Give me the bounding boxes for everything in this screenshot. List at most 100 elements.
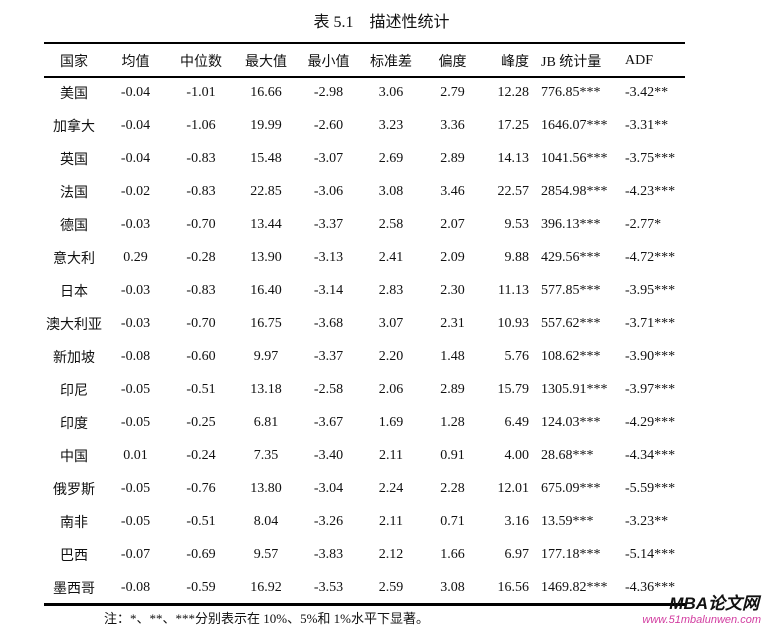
value-cell: -0.59 bbox=[186, 579, 216, 595]
value-cell: 16.40 bbox=[250, 282, 282, 298]
value-cell: 13.18 bbox=[250, 381, 282, 397]
value-cell: 10.93 bbox=[497, 315, 530, 331]
column-header: ADF bbox=[625, 52, 654, 68]
country-cell: 中国 bbox=[60, 449, 88, 465]
value-cell: 3.08 bbox=[440, 579, 465, 595]
value-cell: 2.06 bbox=[378, 381, 404, 397]
table-title: 描述性统计 bbox=[369, 14, 450, 31]
value-cell: -3.67 bbox=[313, 414, 344, 430]
watermark-logo: MBA论文网 bbox=[669, 594, 759, 613]
value-cell: 7.35 bbox=[253, 447, 279, 463]
value-cell: -0.05 bbox=[120, 414, 151, 430]
value-cell: -0.76 bbox=[186, 480, 216, 496]
value-cell: 577.85*** bbox=[541, 282, 601, 298]
country-cell: 新加坡 bbox=[53, 350, 95, 366]
value-cell: 1041.56*** bbox=[541, 150, 608, 166]
value-cell: -0.28 bbox=[186, 249, 216, 265]
value-cell: 6.49 bbox=[504, 414, 530, 430]
value-cell: 1.69 bbox=[378, 414, 404, 430]
table-row: 墨西哥 -0.08 -0.59 16.92 -3.53 2.59 3.08 16.56 1469… bbox=[44, 571, 685, 604]
value-cell: -4.36*** bbox=[625, 579, 676, 595]
value-cell: 108.62*** bbox=[541, 348, 601, 364]
value-cell: 2.07 bbox=[440, 216, 465, 232]
value-cell: 22.85 bbox=[250, 183, 282, 199]
value-cell: -2.58 bbox=[313, 381, 344, 397]
value-cell: -0.25 bbox=[186, 414, 216, 430]
value-cell: -0.51 bbox=[186, 381, 216, 397]
country-cell: 意大利 bbox=[53, 251, 95, 267]
table-row: 南非 -0.05 -0.51 8.04 -3.26 2.11 0.71 3.16 13.59**… bbox=[44, 505, 685, 538]
value-cell: -5.59*** bbox=[625, 480, 676, 496]
value-cell: -1.06 bbox=[186, 117, 216, 133]
value-cell: 557.62*** bbox=[541, 315, 601, 331]
value-cell: 5.76 bbox=[504, 348, 530, 364]
value-cell: -0.51 bbox=[186, 513, 216, 529]
value-cell: -0.83 bbox=[186, 183, 216, 199]
value-cell: 13.90 bbox=[250, 249, 282, 265]
value-cell: -2.98 bbox=[313, 84, 344, 100]
value-cell: 1469.82*** bbox=[541, 579, 608, 595]
value-cell: -3.42** bbox=[625, 84, 669, 100]
value-cell: 3.07 bbox=[378, 315, 404, 331]
value-cell: -3.75*** bbox=[625, 150, 676, 166]
value-cell: -3.68 bbox=[313, 315, 344, 331]
value-cell: 12.28 bbox=[497, 84, 530, 100]
value-cell: 2.24 bbox=[378, 480, 404, 496]
value-cell: 19.99 bbox=[250, 117, 282, 133]
country-cell: 法国 bbox=[60, 185, 88, 201]
column-header: 最大值 bbox=[245, 54, 287, 70]
value-cell: -4.34*** bbox=[625, 447, 676, 463]
value-cell: -1.01 bbox=[186, 84, 216, 100]
value-cell: 3.06 bbox=[378, 84, 404, 100]
table-row: 新加坡 -0.08 -0.60 9.97 -3.37 2.20 1.48 5.76 108.62… bbox=[44, 340, 685, 373]
value-cell: -3.37 bbox=[313, 216, 344, 232]
value-cell: 2.69 bbox=[378, 150, 404, 166]
value-cell: 9.53 bbox=[504, 216, 530, 232]
country-cell: 澳大利亚 bbox=[46, 317, 102, 333]
country-cell: 英国 bbox=[60, 152, 88, 168]
table-row: 英国 -0.04 -0.83 15.48 -3.07 2.69 2.89 14.13 1041.… bbox=[44, 142, 685, 175]
value-cell: -2.77* bbox=[625, 216, 662, 232]
table-row: 澳大利亚 -0.03 -0.70 16.75 -3.68 3.07 2.31 10.93 557… bbox=[44, 307, 685, 340]
value-cell: 8.04 bbox=[253, 513, 279, 529]
value-cell: 177.18*** bbox=[541, 546, 601, 562]
value-cell: 17.25 bbox=[497, 117, 530, 133]
table-row: 日本 -0.03 -0.83 16.40 -3.14 2.83 2.30 11.13 577.8… bbox=[44, 274, 685, 307]
value-cell: 9.88 bbox=[504, 249, 530, 265]
table-row: 印尼 -0.05 -0.51 13.18 -2.58 2.06 2.89 15.79 1305.… bbox=[44, 373, 685, 406]
value-cell: -0.03 bbox=[120, 216, 151, 232]
value-cell: 16.56 bbox=[497, 579, 530, 595]
value-cell: 2.83 bbox=[378, 282, 404, 298]
value-cell: 16.66 bbox=[250, 84, 282, 100]
value-cell: -0.04 bbox=[120, 117, 151, 133]
table-row: 中国 0.01 -0.24 7.35 -3.40 2.11 0.91 4.00 28.68***… bbox=[44, 439, 685, 472]
value-cell: 4.00 bbox=[504, 447, 530, 463]
column-header: 偏度 bbox=[438, 54, 467, 70]
value-cell: 2854.98*** bbox=[541, 183, 608, 199]
value-cell: 22.57 bbox=[497, 183, 530, 199]
column-header: 最小值 bbox=[307, 54, 350, 70]
value-cell: 2.79 bbox=[440, 84, 465, 100]
country-cell: 加拿大 bbox=[53, 119, 95, 135]
value-cell: 1.28 bbox=[440, 414, 465, 430]
value-cell: 2.31 bbox=[440, 315, 465, 331]
value-cell: -0.03 bbox=[120, 315, 151, 331]
table-row: 俄罗斯 -0.05 -0.76 13.80 -3.04 2.24 2.28 12.01 675.… bbox=[44, 472, 685, 505]
value-cell: -3.07 bbox=[313, 150, 344, 166]
value-cell: 0.71 bbox=[440, 513, 465, 529]
header-rule bbox=[44, 76, 685, 78]
value-cell: -0.08 bbox=[120, 348, 151, 364]
value-cell: 13.80 bbox=[250, 480, 282, 496]
value-cell: 2.41 bbox=[378, 249, 404, 265]
value-cell: 2.11 bbox=[379, 513, 403, 529]
value-cell: 1305.91*** bbox=[541, 381, 608, 397]
value-cell: -3.13 bbox=[313, 249, 344, 265]
value-cell: 429.56*** bbox=[541, 249, 601, 265]
value-cell: -5.14*** bbox=[625, 546, 676, 562]
value-cell: 13.59*** bbox=[541, 513, 594, 529]
value-cell: 1.48 bbox=[440, 348, 465, 364]
table-row: 巴西 -0.07 -0.69 9.57 -3.83 2.12 1.66 6.97 177.18*… bbox=[44, 538, 685, 571]
value-cell: 3.23 bbox=[378, 117, 404, 133]
value-cell: 15.79 bbox=[497, 381, 530, 397]
column-header: 标准差 bbox=[370, 54, 412, 70]
